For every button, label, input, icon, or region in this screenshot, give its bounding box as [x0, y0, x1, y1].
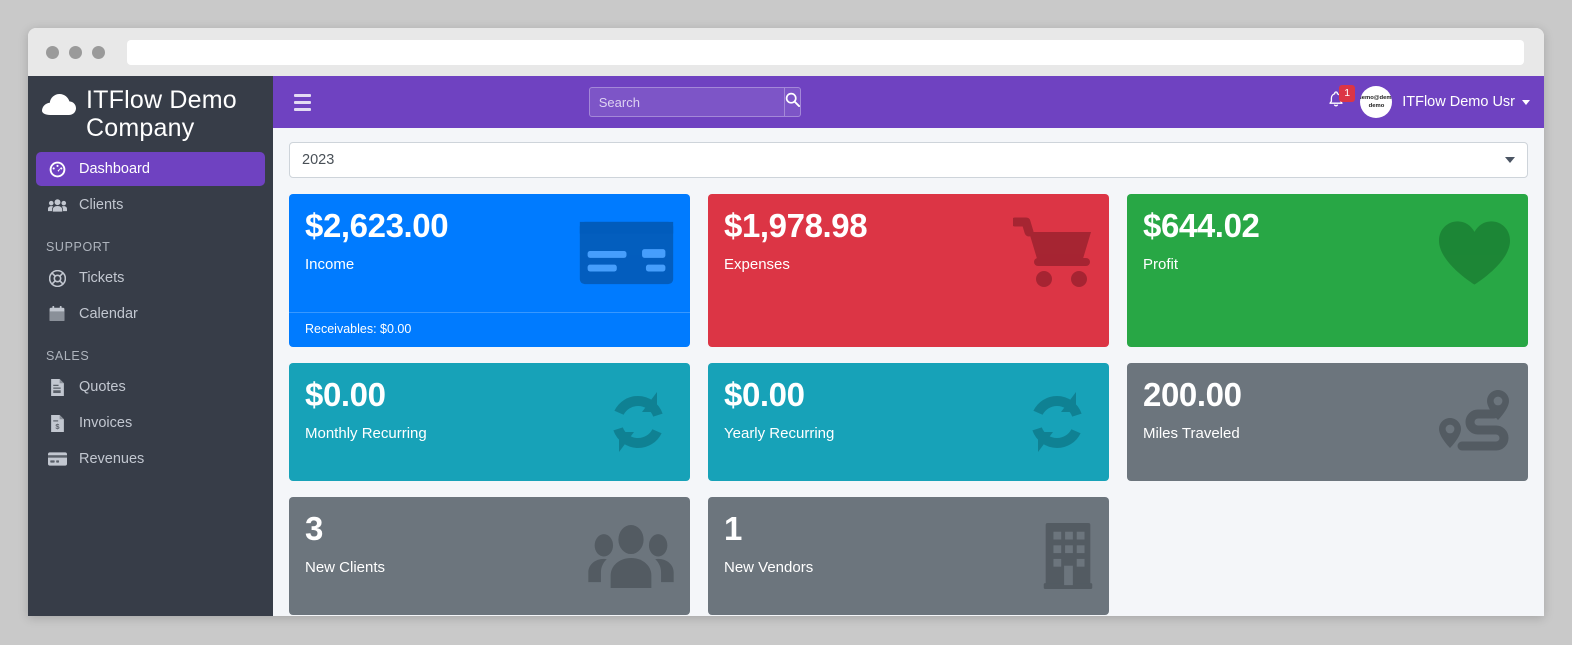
topbar: 1 demo@demo demo ITFlow Demo Usr: [273, 76, 1544, 128]
bell-icon: [1328, 91, 1344, 113]
stat-value: $0.00: [305, 376, 386, 413]
sidebar-item-label: Invoices: [79, 415, 133, 431]
stat-row-2: $0.00 Monthly Recurring: [289, 363, 1528, 481]
sidebar: ITFlow Demo Company Dashboa: [28, 76, 273, 616]
stat-card-new-vendors[interactable]: 1 New Vendors: [707, 497, 1109, 615]
credit-card-icon: [46, 452, 68, 466]
search-form: [588, 87, 801, 117]
cloud-icon: [42, 94, 76, 122]
stat-card-new-clients[interactable]: 3 New Clients: [289, 497, 690, 615]
building-icon: [1043, 523, 1093, 589]
maximize-window-dot[interactable]: [92, 45, 105, 59]
stat-footer: Receivables: $0.00: [289, 312, 690, 347]
stat-label: Monthly Recurring: [305, 424, 427, 442]
stat-card-yearly-recurring[interactable]: $0.00 Yearly Recurring: [708, 363, 1109, 481]
search-input[interactable]: [588, 87, 784, 117]
avatar-line-2: demo: [1368, 103, 1385, 109]
sidebar-section-support: SUPPORT: [46, 240, 111, 254]
stat-value: $1,978.98: [724, 207, 868, 244]
brand-title: ITFlow Demo Company: [86, 86, 237, 142]
notification-badge: 1: [1339, 85, 1356, 102]
sidebar-item-calendar[interactable]: Calendar: [36, 297, 265, 331]
minimize-window-dot[interactable]: [69, 45, 82, 59]
user-menu-label: ITFlow Demo Usr: [1402, 94, 1515, 110]
stat-value: 3: [305, 510, 323, 547]
sidebar-item-revenues[interactable]: Revenues: [36, 442, 265, 476]
hamburger-icon[interactable]: [285, 85, 319, 119]
year-select-value: 2023: [302, 152, 335, 168]
avatar[interactable]: demo@demo demo: [1360, 86, 1393, 118]
stat-value: 1: [723, 510, 742, 547]
stat-card-expenses[interactable]: $1,978.98 Expenses: [708, 194, 1109, 347]
stat-row-1: $2,623.00 Income: [289, 194, 1528, 347]
notifications-button[interactable]: 1: [1324, 85, 1356, 113]
sidebar-item-label: Dashboard: [79, 161, 150, 177]
stat-value: 200.00: [1143, 376, 1242, 413]
browser-window: ITFlow Demo Company Dashboa: [28, 28, 1544, 616]
magnifier-icon: [785, 92, 800, 112]
sidebar-item-label: Tickets: [79, 270, 125, 286]
sidebar-item-invoices[interactable]: $ Invoices: [36, 406, 265, 440]
stat-label: Profit: [1143, 255, 1179, 273]
browser-chrome: [28, 28, 1544, 76]
window-controls[interactable]: [42, 45, 105, 59]
sync-icon: [1021, 388, 1093, 456]
sidebar-item-dashboard[interactable]: Dashboard: [36, 152, 265, 186]
heart-icon: [1437, 219, 1512, 287]
file-invoice-icon: [46, 378, 68, 396]
users-group-icon: [588, 524, 674, 588]
life-ring-icon: [46, 269, 68, 287]
dashboard-content: 2023 $2,623.00 Income: [273, 128, 1544, 616]
sidebar-item-label: Revenues: [79, 451, 145, 467]
page-viewport: ITFlow Demo Company Dashboa: [28, 76, 1544, 616]
svg-text:$: $: [55, 422, 60, 431]
chevron-down-icon: [1522, 99, 1530, 105]
money-check-icon: [579, 218, 674, 288]
sidebar-item-label: Quotes: [79, 379, 126, 395]
route-icon: [1436, 388, 1512, 456]
sidebar-item-clients[interactable]: Clients: [36, 188, 265, 222]
year-select[interactable]: 2023: [289, 142, 1528, 178]
user-menu[interactable]: ITFlow Demo Usr: [1402, 94, 1530, 110]
shopping-cart-icon: [1010, 217, 1093, 289]
stat-card-monthly-recurring[interactable]: $0.00 Monthly Recurring: [289, 363, 690, 481]
stat-label: Yearly Recurring: [724, 424, 835, 442]
close-window-dot[interactable]: [46, 45, 59, 59]
sidebar-item-label: Clients: [79, 197, 124, 213]
stat-label: New Clients: [305, 558, 386, 576]
sidebar-item-label: Calendar: [79, 306, 138, 322]
stat-card-income[interactable]: $2,623.00 Income: [289, 194, 690, 347]
sync-icon: [602, 388, 674, 456]
avatar-line-1: demo@demo: [1360, 94, 1392, 101]
main-area: 1 demo@demo demo ITFlow Demo Usr 2023: [273, 76, 1544, 616]
stat-label: Income: [305, 255, 355, 273]
brand[interactable]: ITFlow Demo Company: [28, 80, 273, 152]
stat-value: $2,623.00: [305, 207, 449, 244]
gauge-icon: [46, 161, 68, 178]
sidebar-nav: Dashboard Clients: [28, 152, 273, 476]
users-icon: [46, 198, 68, 213]
calendar-icon: [46, 306, 68, 322]
topbar-right: 1 demo@demo demo ITFlow Demo Usr: [1324, 85, 1530, 118]
stat-label: Miles Traveled: [1143, 424, 1240, 442]
stat-label: New Vendors: [723, 558, 814, 576]
file-invoice-dollar-icon: $: [46, 414, 68, 432]
url-bar[interactable]: [127, 39, 1524, 65]
stat-value: $644.02: [1143, 207, 1260, 244]
search-button[interactable]: [783, 87, 801, 117]
stat-card-profit[interactable]: $644.02 Profit: [1127, 194, 1528, 347]
sidebar-section-sales: SALES: [46, 349, 90, 363]
stat-value: $0.00: [724, 376, 805, 413]
stat-row-3: 3 New Clients: [289, 497, 1528, 615]
stat-card-miles-traveled[interactable]: 200.00 Miles Traveled: [1127, 363, 1528, 481]
sidebar-item-tickets[interactable]: Tickets: [36, 261, 265, 295]
stat-label: Expenses: [724, 255, 790, 273]
chevron-down-icon: [1505, 157, 1515, 163]
sidebar-item-quotes[interactable]: Quotes: [36, 370, 265, 404]
row-spacer: [1127, 497, 1528, 615]
